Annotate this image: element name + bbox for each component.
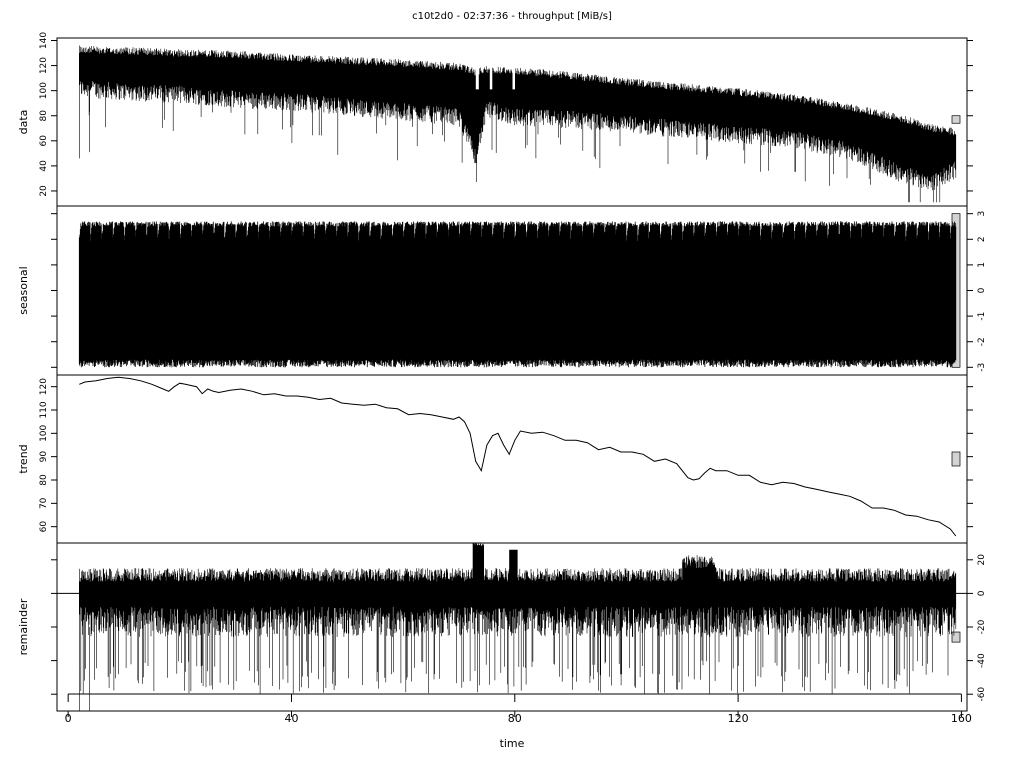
y-tick-label-data: 100: [39, 82, 49, 99]
y-tick-label-data: 140: [39, 32, 49, 49]
y-tick-label-seasonal: 1: [977, 262, 987, 268]
series-remainder-line: [79, 543, 957, 711]
y-tick-label-trend: 80: [39, 474, 49, 486]
y-tick-label-remainder: -20: [977, 619, 987, 634]
y-tick-label-remainder: -60: [977, 687, 987, 702]
y-axis-label-seasonal: seasonal: [17, 266, 30, 314]
series-seasonal-line: [78, 221, 957, 368]
y-tick-label-trend: 60: [39, 521, 49, 533]
y-tick-label-seasonal: 3: [977, 211, 987, 217]
y-tick-label-seasonal: -3: [977, 363, 987, 372]
x-tick-label: 0: [65, 712, 72, 725]
y-axis-label-data: data: [17, 110, 30, 135]
x-tick-label: 40: [284, 712, 298, 725]
scale-bar-trend: [951, 451, 961, 467]
y-tick-label-data: 40: [39, 160, 49, 172]
y-tick-label-data: 120: [39, 57, 49, 74]
series-data-line: [79, 45, 957, 203]
scale-bar-remainder: [951, 631, 961, 643]
series-trend-line: [79, 376, 957, 537]
y-axis-label-trend: trend: [17, 444, 30, 473]
x-tick-label: 80: [508, 712, 522, 725]
y-tick-label-data: 60: [39, 135, 49, 147]
y-tick-label-trend: 100: [39, 424, 49, 441]
y-tick-label-remainder: -40: [977, 653, 987, 668]
y-tick-label-seasonal: -1: [977, 312, 987, 321]
y-tick-label-seasonal: 2: [977, 236, 987, 242]
y-tick-label-seasonal: 0: [977, 287, 987, 293]
x-axis-label: time: [500, 737, 525, 750]
y-tick-label-remainder: 20: [977, 554, 987, 566]
chart-title: c10t2d0 - 02:37:36 - throughput [MiB/s]: [412, 11, 612, 22]
y-tick-label-trend: 120: [39, 378, 49, 395]
y-tick-label-trend: 70: [39, 497, 49, 509]
y-tick-label-seasonal: -2: [977, 337, 987, 346]
scale-bar-data: [951, 115, 961, 124]
y-tick-label-data: 80: [39, 110, 49, 122]
panel-frame-trend: [56, 374, 968, 544]
x-tick-label: 120: [728, 712, 749, 725]
y-tick-label-remainder: 0: [977, 590, 987, 596]
y-tick-label-trend: 90: [39, 451, 49, 463]
y-axis-label-remainder: remainder: [17, 598, 30, 655]
y-tick-label-data: 20: [39, 185, 49, 197]
x-tick-label: 160: [951, 712, 972, 725]
y-tick-label-trend: 110: [39, 401, 49, 418]
